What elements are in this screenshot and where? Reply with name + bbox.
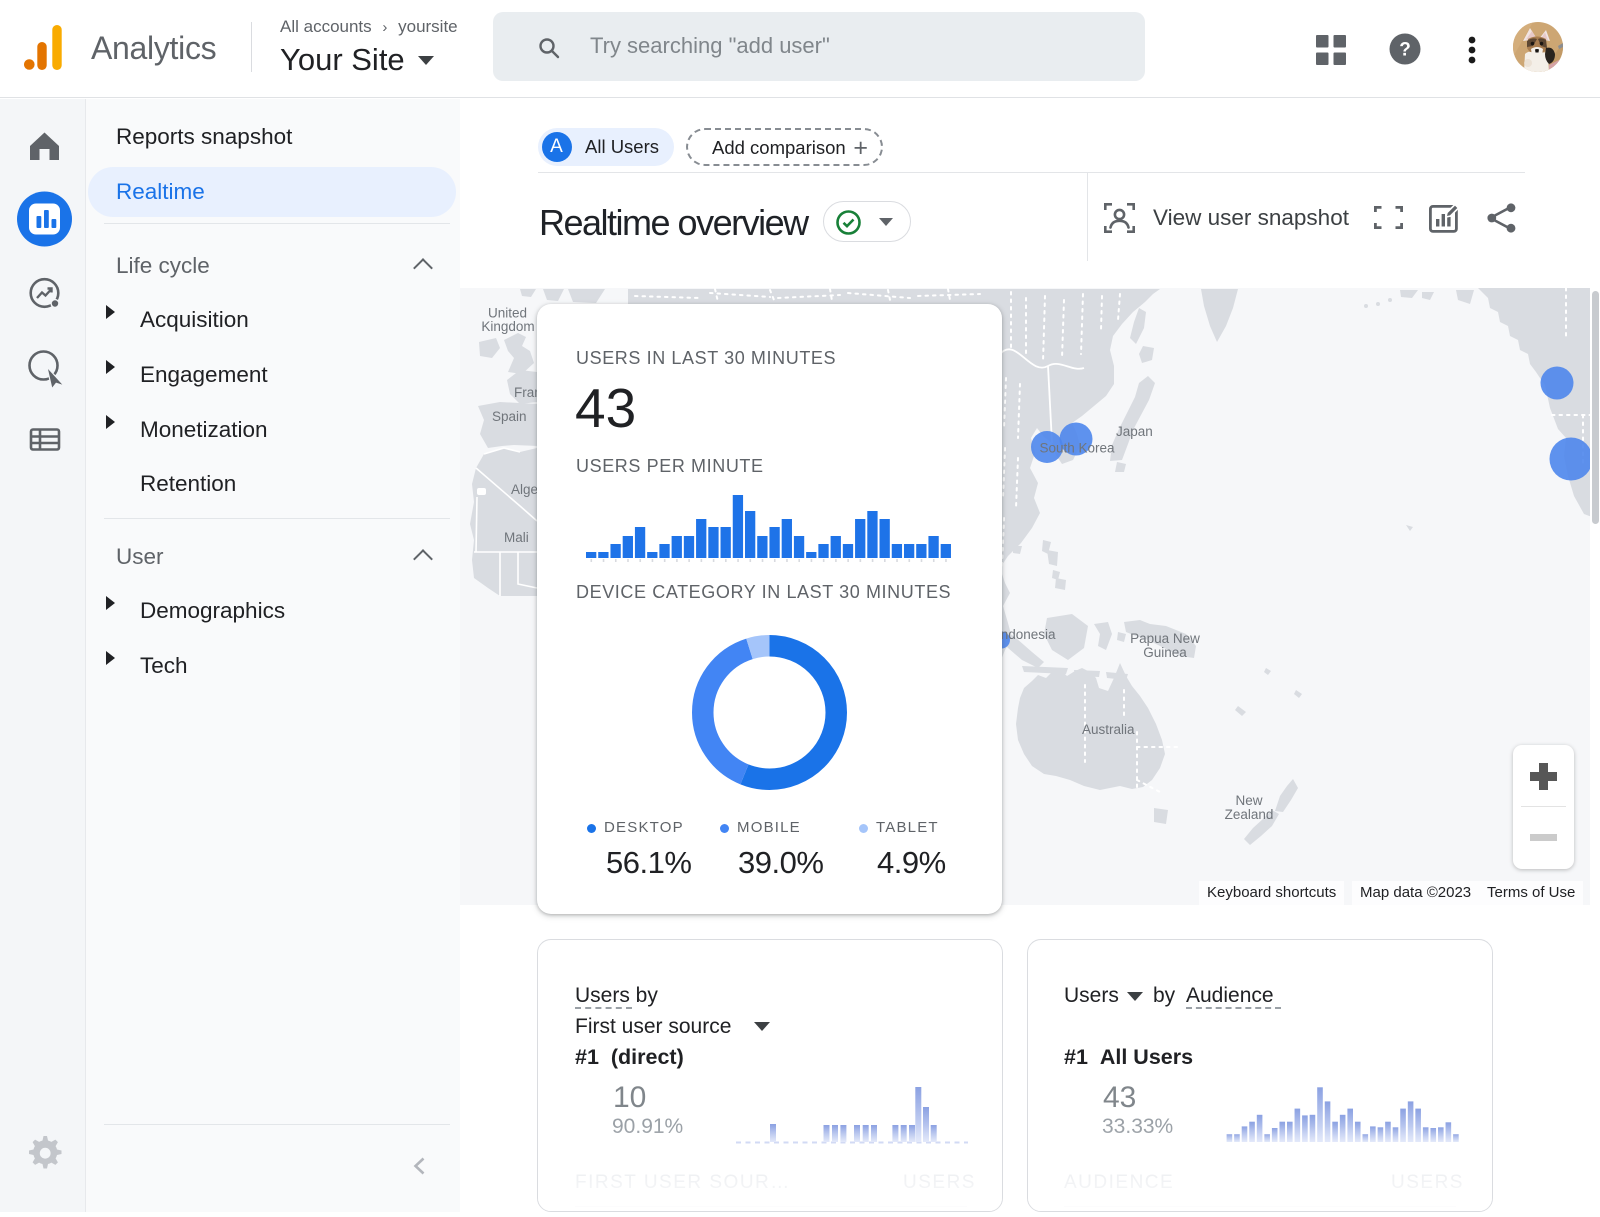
svg-text:Mali: Mali [504,530,529,545]
svg-text:Fran: Fran [514,385,542,400]
svg-text:Japan: Japan [1116,424,1153,439]
svg-text:Alge: Alge [511,482,538,497]
svg-text:South Korea: South Korea [1039,441,1115,456]
svg-text:Zealand: Zealand [1225,807,1274,822]
svg-text:United: United [488,306,527,321]
svg-text:Spain: Spain [492,409,527,424]
svg-text:New: New [1235,793,1262,808]
svg-text:?: ? [1399,40,1411,61]
svg-text:Australia: Australia [1082,722,1135,737]
svg-text:Kingdom: Kingdom [481,319,534,334]
svg-text:Papua New: Papua New [1130,631,1200,646]
svg-text:Guinea: Guinea [1143,645,1187,660]
svg-text:Indonesia: Indonesia [997,627,1056,642]
